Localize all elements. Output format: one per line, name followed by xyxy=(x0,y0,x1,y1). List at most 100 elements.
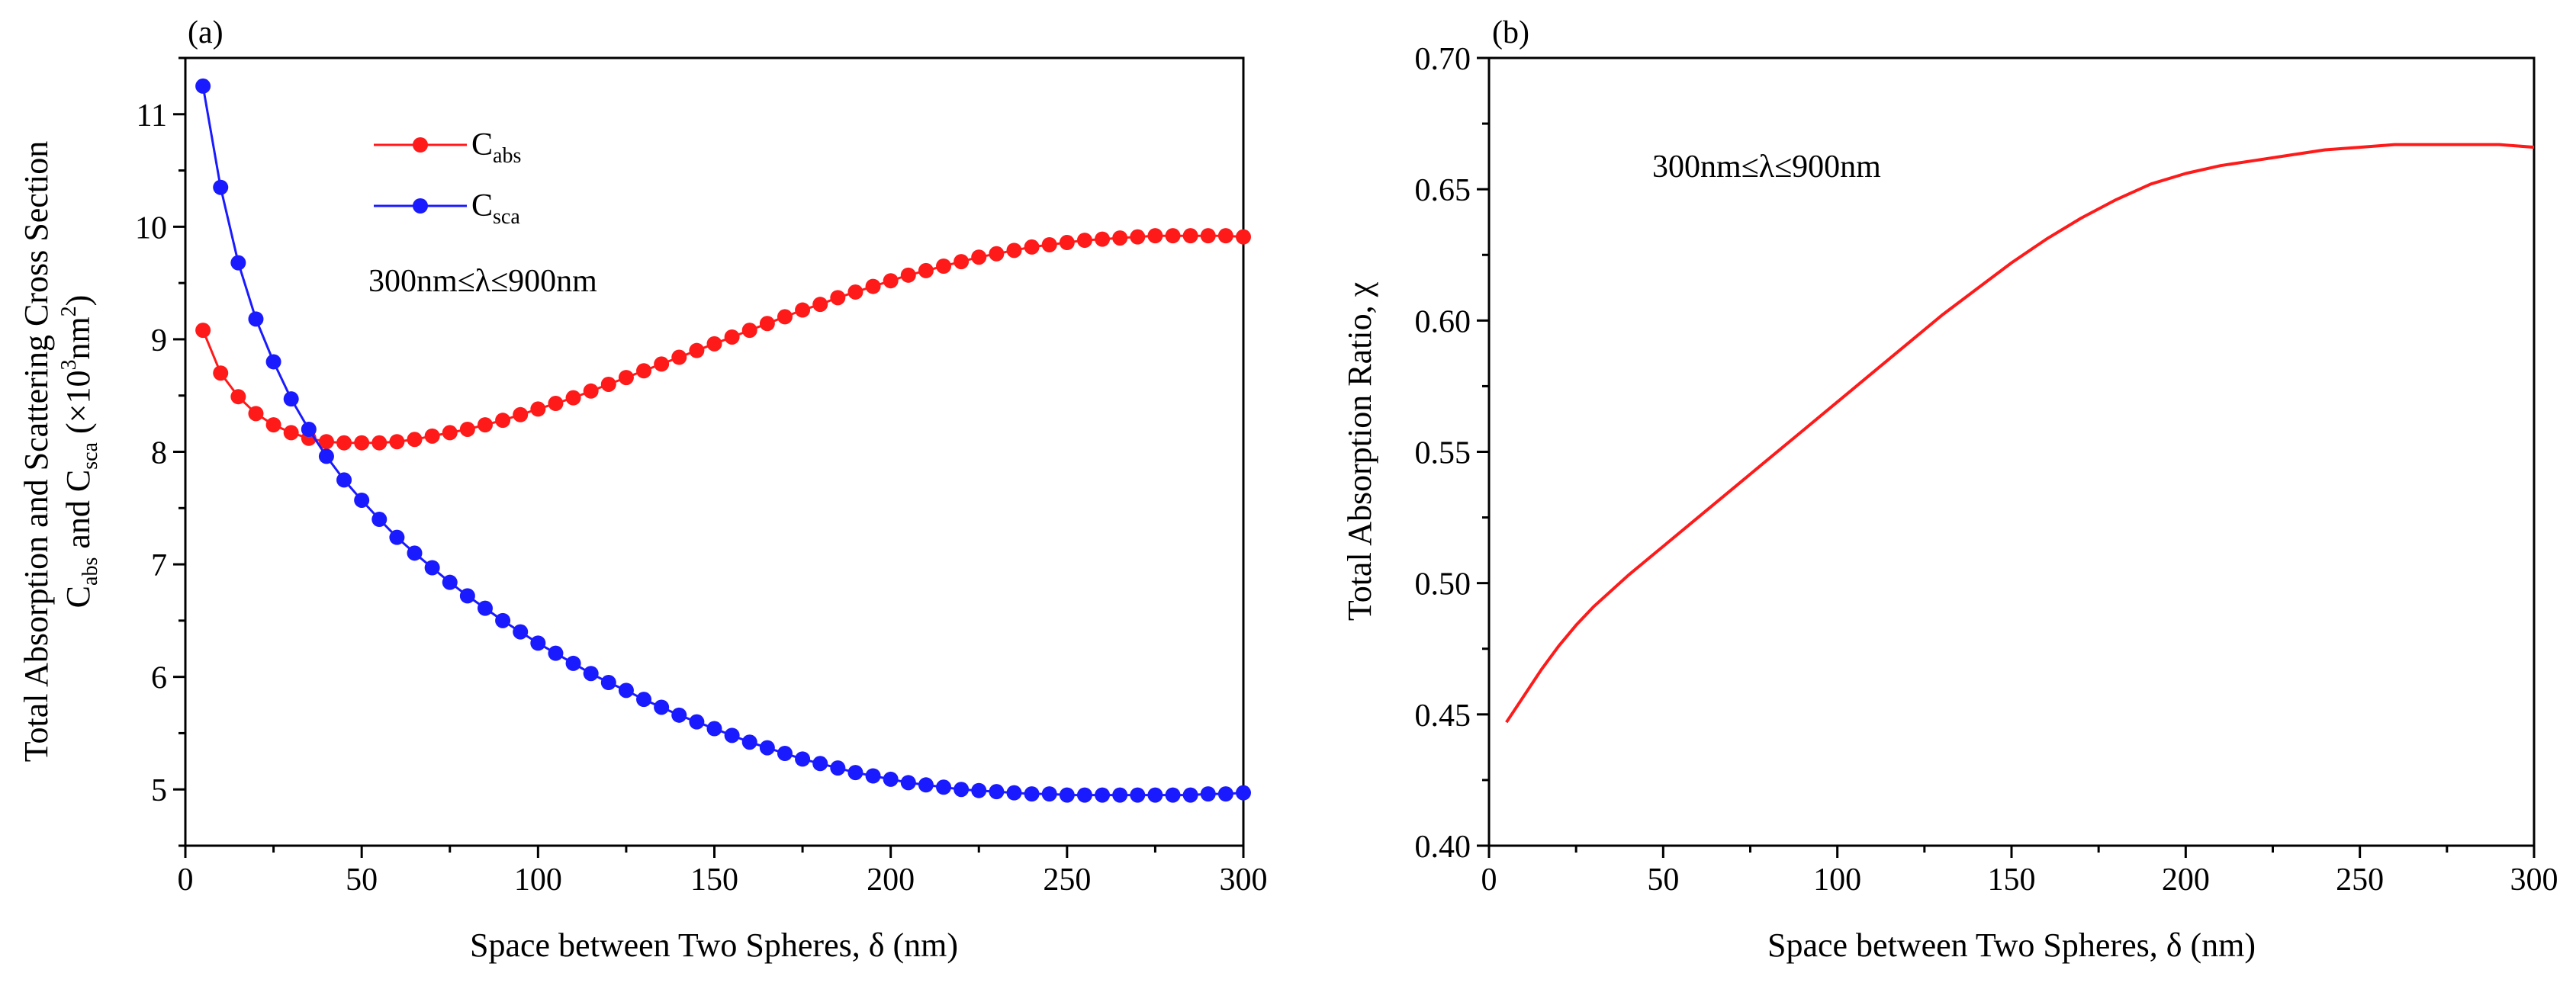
data-point-c-abs xyxy=(565,390,581,406)
y-tick-label-b: 0.40 xyxy=(1415,830,1471,865)
data-point-c-abs xyxy=(936,259,952,275)
chart-panel-a: (a) Space between Two Spheres, δ (nm) To… xyxy=(18,15,1268,964)
data-point-c-sca xyxy=(1095,787,1111,803)
data-point-c-sca xyxy=(336,472,352,488)
data-point-c-abs xyxy=(618,370,634,386)
y-tick-label-b: 0.55 xyxy=(1415,436,1471,471)
data-point-c-abs xyxy=(1076,233,1092,249)
data-point-c-abs xyxy=(213,365,229,381)
data-point-c-abs xyxy=(530,401,546,417)
data-point-c-abs xyxy=(1006,242,1022,259)
data-point-c-abs xyxy=(1200,228,1216,244)
data-point-c-sca xyxy=(195,78,211,94)
y-tick-label-b: 0.65 xyxy=(1415,173,1471,208)
x-tick-label-b: 100 xyxy=(1813,862,1861,898)
data-point-c-sca xyxy=(530,635,546,651)
x-tick-label-a: 150 xyxy=(690,862,738,898)
y-axis-label-b: Total Absorption Ratio, χ xyxy=(1341,281,1378,621)
data-point-c-abs xyxy=(989,246,1005,262)
data-point-c-abs xyxy=(1182,228,1198,244)
x-tick-label-a: 0 xyxy=(178,862,194,898)
data-point-c-abs xyxy=(724,329,740,345)
data-point-c-sca xyxy=(900,775,916,791)
data-point-c-abs xyxy=(230,389,246,405)
x-tick-label-a: 250 xyxy=(1043,862,1091,898)
data-point-c-abs xyxy=(689,342,705,358)
data-point-c-abs xyxy=(495,413,511,429)
data-point-c-abs xyxy=(1130,229,1146,245)
data-point-c-abs xyxy=(830,290,846,306)
data-point-c-sca xyxy=(724,727,740,744)
data-point-c-sca xyxy=(389,529,405,545)
y-axis-label-a-line2: Cabs and Csca (×103nm2) xyxy=(57,295,102,609)
legend-a: Cabs Csca xyxy=(374,127,521,229)
x-tick-label-a: 100 xyxy=(514,862,562,898)
data-point-c-sca xyxy=(1041,786,1057,802)
data-point-c-sca xyxy=(1165,787,1181,803)
data-point-c-abs xyxy=(318,434,334,450)
data-point-c-sca xyxy=(513,624,529,640)
data-point-c-sca xyxy=(495,612,511,628)
data-point-c-sca xyxy=(442,574,458,590)
data-point-c-abs xyxy=(1095,231,1111,247)
y-tick-label-b: 0.60 xyxy=(1415,304,1471,339)
data-point-c-sca xyxy=(1112,787,1128,803)
data-point-c-sca xyxy=(583,666,599,682)
data-point-c-sca xyxy=(971,782,987,798)
data-point-c-abs xyxy=(265,417,281,433)
data-point-c-abs xyxy=(442,425,458,441)
plot-frame-b xyxy=(1487,56,2536,847)
x-axis-label-a: Space between Two Spheres, δ (nm) xyxy=(470,927,958,964)
data-point-c-sca xyxy=(301,421,317,437)
y-tick-label-a: 9 xyxy=(151,323,167,358)
data-point-c-abs xyxy=(600,376,616,392)
data-point-c-sca xyxy=(213,179,229,195)
annotation-a: 300nm≤λ≤900nm xyxy=(368,264,597,299)
data-point-c-abs xyxy=(1024,239,1040,255)
data-point-c-sca xyxy=(671,707,687,723)
legend-label-abs: Cabs xyxy=(471,127,521,168)
data-point-c-abs xyxy=(248,406,264,422)
data-point-c-abs xyxy=(759,316,775,332)
data-point-c-sca xyxy=(459,588,475,604)
x-tick-label-b: 200 xyxy=(2162,862,2210,898)
data-point-c-abs xyxy=(883,273,899,289)
data-point-c-sca xyxy=(1130,787,1146,803)
data-point-c-abs xyxy=(954,254,970,270)
data-point-c-sca xyxy=(830,760,846,776)
data-point-c-abs xyxy=(513,406,529,422)
data-point-c-sca xyxy=(689,714,705,730)
data-point-c-sca xyxy=(1217,786,1233,802)
data-point-c-sca xyxy=(1076,787,1092,803)
data-point-c-sca xyxy=(812,756,828,772)
y-tick-label-a: 6 xyxy=(151,661,167,696)
data-point-c-sca xyxy=(600,675,616,691)
data-point-c-abs xyxy=(1112,230,1128,246)
x-tick-label-a: 300 xyxy=(1220,862,1268,898)
data-point-c-abs xyxy=(459,421,475,437)
y-tick-label-a: 5 xyxy=(151,773,167,808)
data-point-c-sca xyxy=(636,692,652,708)
data-point-c-sca xyxy=(1006,785,1022,801)
data-point-c-abs xyxy=(654,356,670,372)
data-point-c-sca xyxy=(954,782,970,798)
data-point-c-sca xyxy=(618,682,634,699)
data-point-c-sca xyxy=(741,734,757,750)
data-point-c-abs xyxy=(336,435,352,451)
data-point-c-sca xyxy=(1182,787,1198,803)
data-point-c-sca xyxy=(265,354,281,370)
data-point-c-abs xyxy=(195,323,211,339)
data-point-c-abs xyxy=(971,249,987,265)
data-point-c-sca xyxy=(424,560,440,576)
y-tick-label-b: 0.70 xyxy=(1415,42,1471,77)
data-point-c-sca xyxy=(1200,786,1216,802)
data-point-c-abs xyxy=(1147,228,1163,244)
y-tick-label-a: 10 xyxy=(135,210,167,246)
data-point-c-sca xyxy=(865,768,881,784)
legend-label-sca: Csca xyxy=(471,188,520,229)
data-point-c-abs xyxy=(1059,235,1075,251)
data-point-c-abs xyxy=(900,267,916,283)
data-point-c-abs xyxy=(1236,229,1251,245)
legend-marker-sca xyxy=(413,198,428,214)
